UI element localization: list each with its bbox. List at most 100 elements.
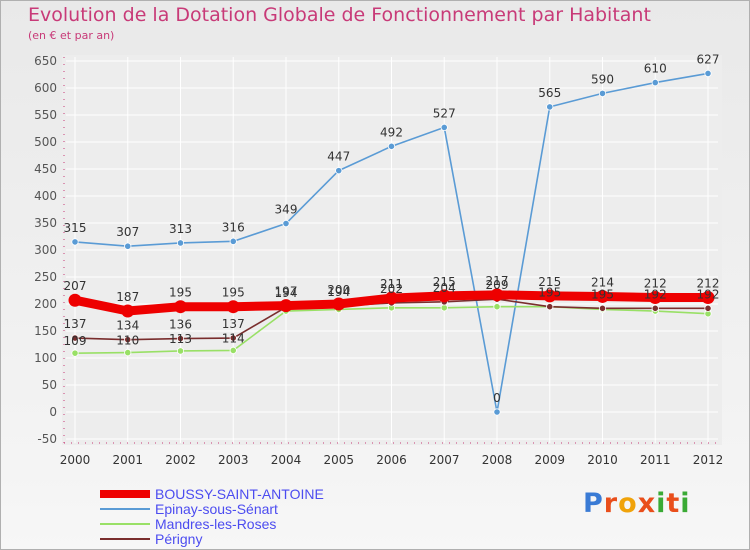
legend-swatch [100, 490, 150, 498]
data-point [124, 242, 132, 250]
data-label: 307 [116, 225, 139, 239]
legend-label: BOUSSY-SAINT-ANTOINE [155, 486, 324, 502]
data-point [543, 289, 557, 303]
data-label: 212 [644, 277, 667, 291]
data-label: 114 [222, 331, 245, 345]
x-tick-label: 2011 [640, 453, 671, 467]
data-label: 316 [222, 220, 245, 234]
y-tick-label: 100 [34, 351, 57, 365]
x-tick-label: 2006 [376, 453, 407, 467]
data-label: 610 [644, 62, 667, 76]
data-point [176, 334, 185, 343]
data-point [174, 300, 187, 314]
data-point [332, 297, 346, 311]
data-label: 211 [380, 277, 403, 291]
y-tick-label: 200 [34, 297, 57, 311]
data-label: 194 [275, 286, 298, 300]
x-tick-label: 2004 [271, 453, 302, 467]
data-label: 527 [433, 106, 456, 120]
data-point [71, 238, 79, 246]
x-tick-label: 2009 [534, 453, 565, 467]
y-tick-label: 250 [34, 270, 57, 284]
x-tick-label: 2010 [587, 453, 618, 467]
data-label: 313 [169, 222, 192, 236]
legend-swatch [100, 508, 150, 510]
data-point [335, 167, 343, 175]
data-point [385, 291, 398, 305]
data-point [546, 103, 554, 111]
data-label: 137 [64, 317, 87, 331]
data-point [651, 79, 659, 87]
x-tick-label: 2012 [693, 453, 724, 467]
data-label: 194 [327, 285, 350, 299]
y-tick-label: 0 [49, 405, 57, 419]
data-point [176, 239, 185, 247]
y-tick-label: 500 [34, 135, 57, 149]
data-label: 215 [433, 275, 456, 289]
x-tick-label: 2002 [165, 453, 196, 467]
data-label: 215 [538, 275, 561, 289]
data-label: 195 [222, 286, 245, 300]
y-tick-label: 300 [34, 243, 57, 257]
y-tick-label: 150 [34, 324, 57, 338]
data-label: 207 [64, 279, 87, 293]
legend-label: Mandres-les-Roses [155, 516, 277, 532]
y-tick-label: -50 [37, 432, 57, 446]
data-point [226, 300, 240, 314]
data-label: 192 [697, 287, 720, 301]
data-label: 565 [538, 86, 561, 100]
data-label: 627 [697, 52, 720, 66]
data-point [282, 219, 290, 228]
data-label: 200 [327, 283, 350, 297]
data-label: 0 [493, 391, 501, 405]
legend-swatch [100, 523, 150, 525]
data-label: 209 [486, 278, 509, 292]
data-point [651, 304, 659, 312]
data-point [121, 304, 135, 318]
data-label: 192 [644, 287, 667, 301]
data-label: 204 [433, 281, 456, 295]
data-point [229, 237, 237, 245]
data-label: 187 [116, 290, 139, 304]
y-tick-label: 350 [34, 216, 57, 230]
data-point [387, 142, 396, 150]
data-label: 136 [169, 318, 192, 332]
data-point [440, 123, 448, 132]
data-label: 195 [169, 286, 192, 300]
data-point [493, 303, 501, 311]
data-point [440, 304, 448, 312]
data-label: 217 [486, 274, 509, 288]
data-point [598, 89, 607, 98]
data-point [124, 336, 132, 344]
x-tick-label: 2003 [218, 453, 249, 467]
data-label: 137 [222, 317, 245, 331]
data-label: 212 [697, 277, 720, 291]
legend-swatch [100, 538, 150, 540]
legend-label: Epinay-sous-Sénart [155, 501, 278, 517]
data-point [124, 348, 132, 357]
x-tick-label: 2005 [323, 453, 354, 467]
data-point [71, 334, 79, 342]
data-label: 447 [327, 150, 350, 164]
y-tick-label: 50 [42, 378, 57, 392]
x-tick-label: 2000 [60, 453, 91, 467]
data-label: 492 [380, 125, 403, 139]
x-tick-label: 2008 [482, 453, 513, 467]
data-label: 134 [116, 319, 139, 333]
y-tick-label: 450 [34, 162, 57, 176]
data-point [648, 291, 662, 305]
data-point [229, 334, 237, 342]
data-point [71, 349, 79, 357]
data-label: 315 [64, 221, 87, 235]
y-tick-label: 600 [34, 81, 57, 95]
data-point [68, 293, 82, 307]
data-label: 110 [116, 334, 139, 348]
proxiti-logo: Proxiti [583, 488, 691, 519]
data-point [546, 303, 554, 311]
y-tick-label: 550 [34, 108, 57, 122]
data-point [701, 291, 715, 305]
chart-subtitle: (en € et par an) [28, 29, 115, 42]
data-label: 197 [275, 285, 298, 299]
y-tick-label: 650 [34, 54, 57, 68]
